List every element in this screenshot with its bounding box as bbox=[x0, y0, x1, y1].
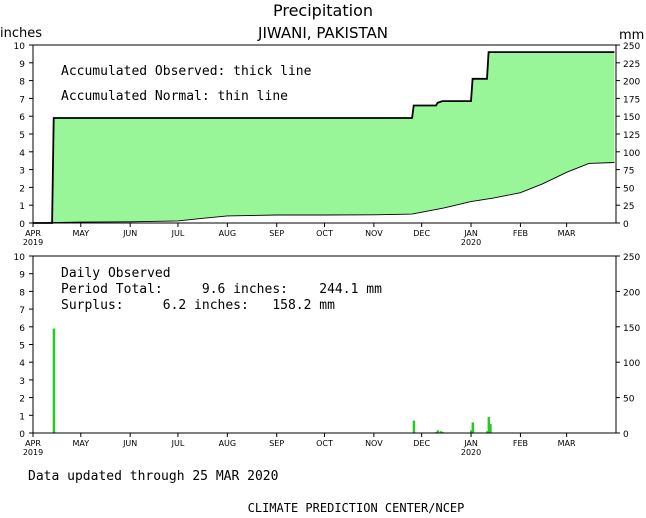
y-tick-label-right: 0 bbox=[623, 430, 629, 440]
left-unit-label: inches bbox=[0, 26, 42, 41]
y-tick-label-left: 3 bbox=[19, 167, 25, 177]
daily-bar bbox=[412, 420, 416, 433]
x-tick-label: SEP bbox=[269, 229, 284, 238]
y-tick-label-left: 0 bbox=[19, 430, 25, 440]
y-tick-label-right: 100 bbox=[623, 149, 640, 159]
y-tick-label-right: 150 bbox=[623, 324, 640, 334]
period-total-text: Period Total: 9.6 inches: 244.1 mm bbox=[61, 282, 382, 297]
legend-normal: Accumulated Normal: thin line bbox=[61, 89, 288, 104]
x-tick-label: APR bbox=[25, 229, 41, 238]
y-tick-label-left: 1 bbox=[19, 202, 25, 212]
x-tick-label: JUL bbox=[171, 439, 185, 448]
y-tick-label-left: 5 bbox=[19, 131, 25, 141]
x-tick-label: NOV bbox=[365, 439, 383, 448]
y-tick-label-left: 4 bbox=[19, 359, 25, 369]
y-tick-label-left: 7 bbox=[19, 306, 25, 316]
y-tick-label-left: 10 bbox=[14, 253, 26, 263]
x-tick-label: MAR bbox=[558, 229, 576, 238]
data-updated-text: Data updated through 25 MAR 2020 bbox=[28, 469, 278, 484]
x-year-label: 2019 bbox=[23, 238, 43, 247]
y-tick-label-left: 4 bbox=[19, 149, 25, 159]
surplus-area-fill bbox=[33, 52, 615, 223]
y-tick-label-right: 200 bbox=[623, 78, 640, 88]
credit-text: CLIMATE PREDICTION CENTER/NCEP bbox=[248, 501, 465, 515]
x-year-label: 2020 bbox=[461, 238, 481, 247]
y-tick-label-left: 0 bbox=[19, 220, 25, 230]
y-tick-label-right: 100 bbox=[623, 359, 640, 369]
y-tick-label-right: 125 bbox=[623, 131, 640, 141]
x-year-label: 2019 bbox=[23, 448, 43, 457]
y-tick-label-left: 5 bbox=[19, 342, 25, 352]
legend-observed: Accumulated Observed: thick line bbox=[61, 64, 312, 79]
daily-bar bbox=[489, 424, 492, 433]
y-tick-label-left: 9 bbox=[19, 271, 25, 281]
x-tick-label: APR bbox=[25, 439, 41, 448]
x-tick-label: MAR bbox=[558, 439, 576, 448]
daily-bar bbox=[471, 422, 475, 433]
daily-observed-label: Daily Observed bbox=[61, 266, 171, 281]
chart-title: Precipitation bbox=[273, 1, 373, 20]
surplus-text: Surplus: 6.2 inches: 158.2 mm bbox=[61, 298, 335, 313]
y-tick-label-left: 2 bbox=[19, 184, 25, 194]
daily-bar bbox=[486, 431, 489, 433]
x-tick-label: FEB bbox=[513, 229, 528, 238]
y-tick-label-right: 250 bbox=[623, 253, 640, 263]
x-tick-label: JUN bbox=[122, 229, 137, 238]
right-unit-label: mm bbox=[619, 28, 644, 43]
y-tick-label-left: 8 bbox=[19, 78, 25, 88]
y-tick-label-left: 9 bbox=[19, 60, 25, 70]
chart-subtitle: JIWANI, PAKISTAN bbox=[257, 24, 388, 42]
x-tick-label: JAN bbox=[463, 439, 478, 448]
x-tick-label: JUL bbox=[171, 229, 185, 238]
y-tick-label-right: 250 bbox=[623, 42, 640, 52]
y-tick-label-right: 50 bbox=[623, 184, 635, 194]
x-tick-label: DEC bbox=[413, 439, 430, 448]
x-tick-label: OCT bbox=[316, 439, 333, 448]
x-tick-label: AUG bbox=[219, 439, 237, 448]
daily-bar bbox=[436, 430, 440, 433]
x-tick-label: FEB bbox=[513, 439, 528, 448]
y-tick-label-left: 6 bbox=[19, 324, 25, 334]
x-tick-label: SEP bbox=[269, 439, 284, 448]
y-tick-label-left: 7 bbox=[19, 95, 25, 105]
y-tick-label-right: 225 bbox=[623, 60, 640, 70]
x-tick-label: DEC bbox=[413, 229, 430, 238]
accumulated-panel: 0123456789100255075100125150175200225250… bbox=[14, 42, 641, 247]
y-tick-label-left: 10 bbox=[14, 42, 26, 52]
y-tick-label-left: 1 bbox=[19, 412, 25, 422]
accumulated-normal-line bbox=[32, 162, 615, 224]
x-tick-label: JAN bbox=[463, 229, 478, 238]
daily-bar bbox=[487, 417, 491, 433]
x-tick-label: OCT bbox=[316, 229, 333, 238]
accumulated-observed-line bbox=[33, 51, 615, 224]
x-year-label: 2020 bbox=[461, 448, 481, 457]
y-tick-label-right: 75 bbox=[623, 167, 634, 177]
y-tick-label-right: 25 bbox=[623, 202, 634, 212]
y-tick-label-right: 175 bbox=[623, 95, 640, 105]
y-tick-label-right: 0 bbox=[623, 220, 629, 230]
y-tick-label-left: 2 bbox=[19, 395, 25, 405]
daily-bar bbox=[439, 431, 443, 433]
x-tick-label: AUG bbox=[219, 229, 237, 238]
y-tick-label-right: 50 bbox=[623, 395, 635, 405]
x-tick-label: NOV bbox=[365, 229, 383, 238]
x-tick-label: MAY bbox=[72, 439, 89, 448]
y-tick-label-right: 150 bbox=[623, 113, 640, 123]
y-tick-label-left: 3 bbox=[19, 377, 25, 387]
daily-bar bbox=[470, 430, 473, 433]
y-tick-label-left: 6 bbox=[19, 113, 25, 123]
daily-bar bbox=[52, 328, 56, 433]
x-tick-label: JUN bbox=[122, 439, 137, 448]
y-tick-label-right: 200 bbox=[623, 288, 640, 298]
y-tick-label-left: 8 bbox=[19, 288, 25, 298]
x-tick-label: MAY bbox=[72, 229, 89, 238]
